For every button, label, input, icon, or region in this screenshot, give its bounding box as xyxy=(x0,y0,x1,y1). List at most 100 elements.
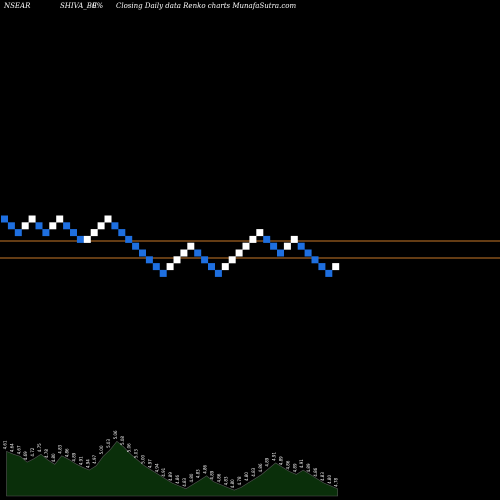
volume-label: 4.86 xyxy=(313,467,318,476)
renko-brick-down xyxy=(304,249,312,257)
renko-brick-up xyxy=(166,263,174,271)
renko-brick-down xyxy=(214,269,222,277)
renko-brick-up xyxy=(242,242,250,250)
renko-brick-up xyxy=(228,256,236,264)
volume-label: 5.03 xyxy=(134,449,139,458)
volume-label: 4.91 xyxy=(299,459,304,468)
renko-brick-down xyxy=(270,242,278,250)
renko-brick-down xyxy=(7,222,15,230)
renko-brick-down xyxy=(35,222,43,230)
renko-brick-down xyxy=(263,235,271,243)
volume-label: 4.83 xyxy=(320,472,325,481)
header-exchange: NSEAR xyxy=(3,2,31,10)
renko-brick-up xyxy=(21,222,29,230)
volume-label: 4.80 xyxy=(189,473,194,482)
volume-panel: 4.61 4.64 4.674.69 4.72 4.754.78 4.804.83 4.86… xyxy=(3,430,339,497)
renko-brick-down xyxy=(1,215,8,223)
volume-label: 5.06 xyxy=(127,443,132,452)
renko-brick-down xyxy=(42,229,50,237)
volume-label: 4.78 xyxy=(334,477,339,486)
volume-label: 4.89 xyxy=(279,456,284,465)
renko-brick-up xyxy=(180,249,188,257)
volume-label: 4.86 xyxy=(216,473,221,482)
volume-label: 4.86 xyxy=(65,448,70,457)
renko-brick-down xyxy=(194,249,202,257)
renko-brick-down xyxy=(277,249,284,257)
volume-label: 4.80 xyxy=(244,472,249,481)
volume-label: 4.89 xyxy=(265,457,270,466)
renko-brick-down xyxy=(208,263,215,271)
renko-brick-down xyxy=(132,242,140,250)
volume-label: 5.08 xyxy=(120,436,125,445)
volume-label: 4.64 xyxy=(9,443,14,452)
renko-brick-up xyxy=(28,215,36,223)
renko-brick-up xyxy=(56,215,64,223)
volume-label: 4.97 xyxy=(92,454,97,463)
renko-brick-up xyxy=(256,229,264,237)
volume-label: 5.06 xyxy=(113,430,118,439)
volume-label: 4.61 xyxy=(3,440,8,449)
volume-label: 4.91 xyxy=(161,467,166,476)
renko-brick-up xyxy=(290,235,298,243)
volume-label: 4.89 xyxy=(168,472,173,481)
renko-brick-up xyxy=(104,215,112,223)
volume-label: 5.00 xyxy=(99,445,104,454)
volume-label: 4.69 xyxy=(23,451,28,460)
renko-brick-down xyxy=(201,256,209,264)
renko-brick-up xyxy=(173,256,181,264)
volume-label: 4.86 xyxy=(175,475,180,484)
volume-label: 4.83 xyxy=(223,476,228,485)
volume-label: 5.00 xyxy=(141,454,146,463)
volume-label: 4.83 xyxy=(251,467,256,476)
volume-label: 4.80 xyxy=(327,475,332,484)
renko-brick-down xyxy=(63,222,71,230)
volume-label: 4.67 xyxy=(16,445,21,454)
renko-brick-up xyxy=(235,249,243,257)
renko-brick-down xyxy=(14,229,22,237)
volume-label: 4.86 xyxy=(203,464,208,473)
renko-brick-down xyxy=(297,242,305,250)
renko-brick-up xyxy=(283,242,291,250)
renko-brick-up xyxy=(83,235,91,243)
renko-brick-up xyxy=(90,229,98,237)
volume-label: 4.83 xyxy=(58,444,63,453)
volume-label: 4.80 xyxy=(51,453,56,462)
renko-bricks xyxy=(1,215,340,277)
volume-label: 4.89 xyxy=(306,463,311,472)
renko-brick-up xyxy=(187,242,195,250)
volume-label: 4.94 xyxy=(154,463,159,472)
volume-label: 4.94 xyxy=(85,459,90,468)
volume-label: 4.89 xyxy=(292,463,297,472)
header-symbol: SHIVA_BE xyxy=(60,2,97,10)
volume-label: 4.86 xyxy=(285,460,290,469)
renko-brick-down xyxy=(152,263,160,271)
volume-label: 4.78 xyxy=(237,476,242,485)
volume-area xyxy=(6,440,338,497)
volume-label: 4.72 xyxy=(30,447,35,456)
volume-label: 4.91 xyxy=(78,456,83,465)
volume-label: 5.03 xyxy=(106,439,111,448)
header-change: 0% xyxy=(92,2,103,10)
renko-brick-down xyxy=(311,256,319,264)
renko-brick-down xyxy=(318,263,326,271)
renko-brick-down xyxy=(118,229,126,237)
renko-brick-down xyxy=(111,222,119,230)
renko-brick-down xyxy=(325,269,333,277)
volume-label: 4.97 xyxy=(147,459,152,468)
volume-label: 4.75 xyxy=(37,443,42,452)
renko-brick-up xyxy=(221,263,229,271)
volume-label: 4.89 xyxy=(210,470,215,479)
volume-label: 4.83 xyxy=(182,477,187,486)
renko-brick-down xyxy=(159,269,167,277)
volume-label: 4.78 xyxy=(44,449,49,458)
header-description: Closing Daily data Renko charts MunafaSu… xyxy=(116,2,296,10)
renko-brick-down xyxy=(125,235,133,243)
renko-brick-down xyxy=(76,235,84,243)
renko-brick-up xyxy=(249,235,257,243)
renko-brick-up xyxy=(49,222,57,230)
volume-label: 4.89 xyxy=(72,452,77,461)
volume-label: 4.83 xyxy=(196,469,201,478)
volume-label: 4.86 xyxy=(258,463,263,472)
